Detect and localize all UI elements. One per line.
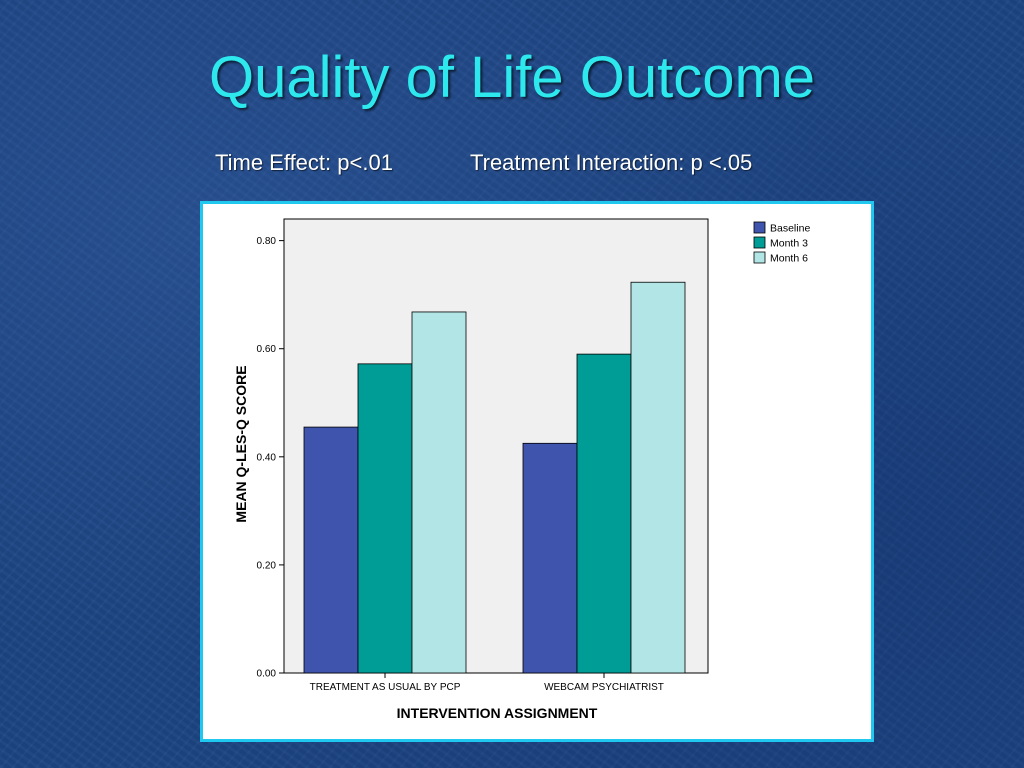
y-tick-label: 0.60 [257,344,277,355]
treatment-interaction-subtitle: Treatment Interaction: p <.05 [470,150,753,175]
slide-title: Quality of Life Outcome [208,45,816,110]
x-tick-label: TREATMENT AS USUAL BY PCP [310,682,461,693]
bars [303,281,686,674]
y-tick-label: 0.40 [257,452,277,463]
x-axis-title: INTERVENTION ASSIGNMENT [397,705,598,721]
legend-swatch-3 [753,251,766,264]
x-tick-label: WEBCAM PSYCHIATRIST [544,682,664,693]
bar-baseline-2 [522,442,578,674]
time-effect-subtitle: Time Effect: p<.01 [215,150,393,175]
legend-swatch-2 [753,236,766,249]
bar-month-3-2 [576,353,632,674]
bar-month-3-1 [357,363,413,674]
legend-label-1: Baseline [770,223,810,235]
legend-label-3: Month 6 [770,253,808,265]
bar-month-6-1 [411,311,467,674]
bar-month-6-2 [630,281,686,674]
bar-baseline-1 [303,426,359,674]
y-axis-title: MEAN Q-LES-Q SCORE [233,365,249,522]
legend-swatch-1 [753,221,766,234]
legend: Baseline Month 3 Month 6 [753,221,810,265]
axes: 0.00 0.20 0.40 0.60 0.80 TREATMENT AS USUAL B… [257,236,664,693]
y-tick-label: 0.00 [257,669,277,680]
y-tick-label: 0.80 [257,236,277,247]
legend-label-2: Month 3 [770,238,808,250]
chart-frame: 0.00 0.20 0.40 0.60 0.80 TREATMENT AS USUAL B… [200,201,874,742]
y-tick-label: 0.20 [257,560,277,571]
bar-chart: 0.00 0.20 0.40 0.60 0.80 TREATMENT AS USUAL B… [233,218,810,721]
